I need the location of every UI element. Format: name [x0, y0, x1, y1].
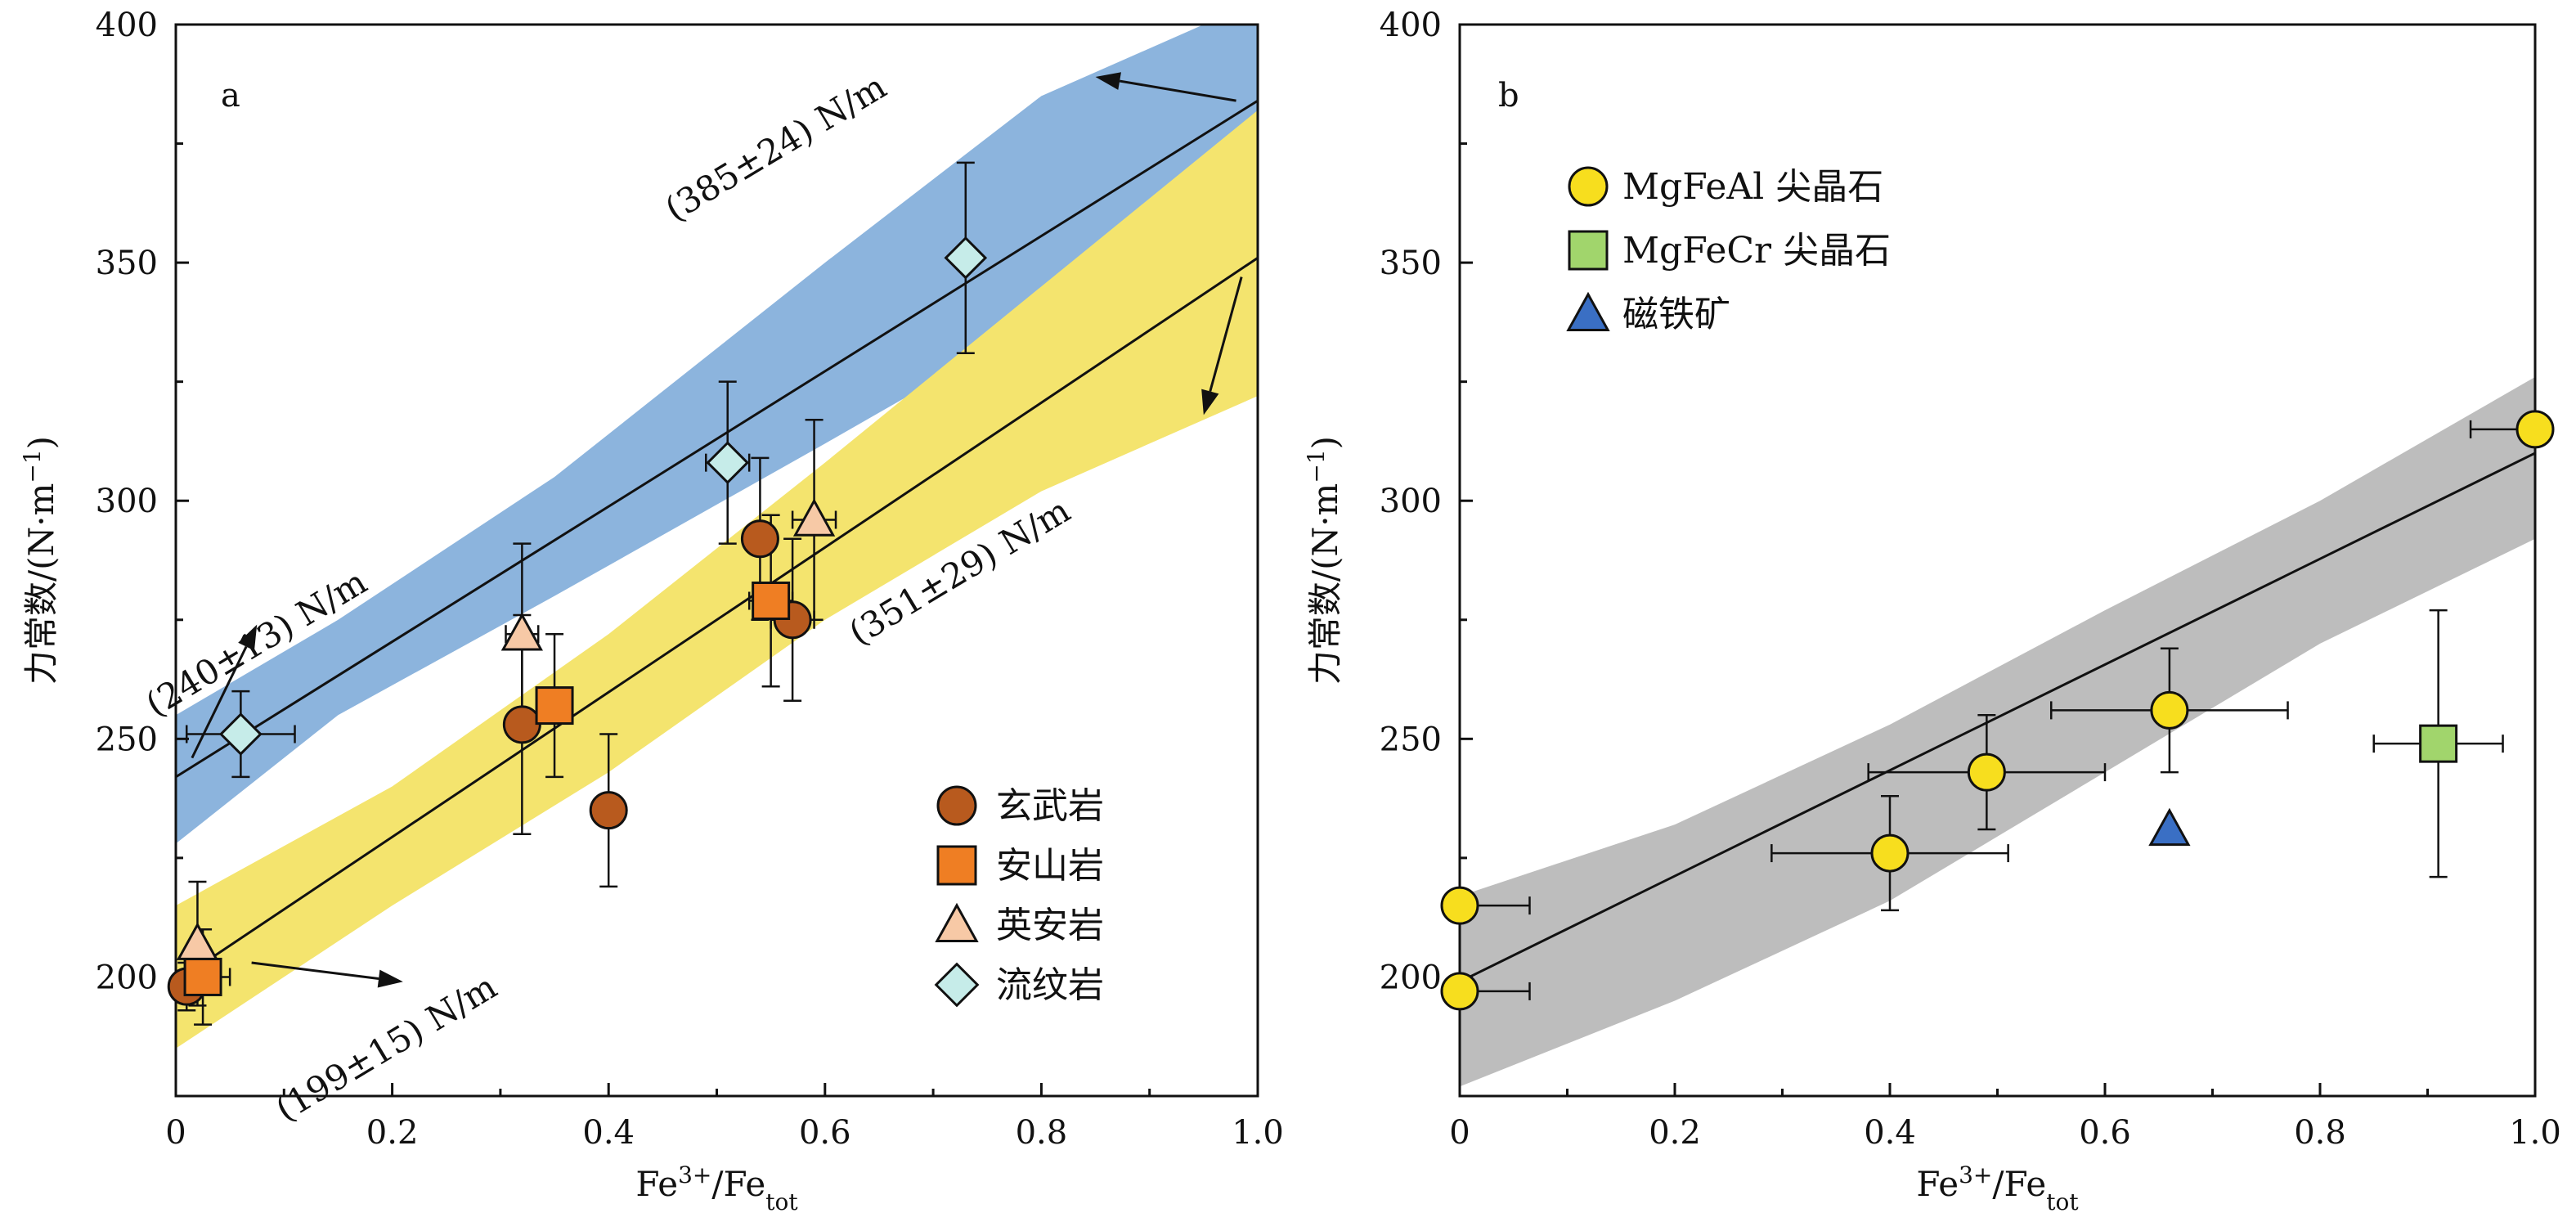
- fit-line: [176, 99, 1258, 779]
- legend-label: 玄武岩: [996, 785, 1104, 827]
- y-tick-label: 250: [96, 721, 158, 758]
- legend-marker: [936, 785, 977, 826]
- legend-marker: [934, 962, 980, 1008]
- y-tick-label: 200: [1380, 959, 1442, 996]
- data-point: [1967, 753, 2006, 792]
- data-point: [2419, 724, 2458, 763]
- legend-label: MgFeAl 尖晶石: [1622, 166, 1883, 208]
- panel-letter: a: [221, 77, 240, 115]
- arrow-shaft: [1119, 79, 1236, 102]
- arrow-head: [377, 969, 403, 988]
- data-point: [502, 705, 541, 744]
- data-point: [740, 519, 779, 559]
- legend-label: 流纹岩: [996, 964, 1104, 1006]
- fit-annotation: (385±24) N/m: [658, 66, 893, 229]
- panel-letter: b: [1498, 77, 1519, 115]
- x-tick-label: 0.2: [366, 1114, 419, 1152]
- data-point: [183, 957, 222, 996]
- fit-annotation: (199±15) N/m: [269, 966, 504, 1129]
- x-tick-label: 1.0: [2509, 1114, 2561, 1152]
- data-point: [792, 498, 836, 537]
- x-tick-label: 0.8: [2294, 1114, 2346, 1152]
- legend-marker: [936, 845, 977, 886]
- data-point: [1440, 886, 1479, 925]
- y-tick-label: 200: [96, 959, 158, 996]
- data-point: [219, 712, 263, 756]
- legend-marker: [1568, 166, 1609, 207]
- arrow-shaft: [1209, 276, 1243, 392]
- x-tick-label: 0: [1449, 1114, 1470, 1152]
- confidence-band: [176, 25, 1258, 844]
- legend-marker: [1568, 230, 1609, 271]
- data-point: [2148, 807, 2191, 847]
- y-tick-label: 400: [1380, 7, 1442, 44]
- x-tick-label: 0.6: [2079, 1114, 2131, 1152]
- arrow-shaft: [191, 645, 248, 759]
- x-tick-label: 0.6: [799, 1114, 851, 1152]
- y-tick-label: 300: [1380, 483, 1442, 520]
- fit-line: [176, 257, 1258, 983]
- legend-label: 英安岩: [996, 905, 1104, 946]
- y-tick-label: 250: [1380, 721, 1442, 758]
- x-axis-title: Fe3+/Fetot: [635, 1161, 798, 1213]
- y-axis-title: 力常数/(N·m−1): [1303, 436, 1346, 685]
- data-point: [944, 236, 988, 280]
- y-tick-label: 400: [96, 7, 158, 44]
- legend-label: 磁铁矿: [1622, 294, 1730, 335]
- y-tick-label: 300: [96, 483, 158, 520]
- legend-label: MgFeCr 尖晶石: [1622, 230, 1891, 272]
- data-point: [752, 581, 791, 620]
- panel-a: 0 0.2 0.4 0.6 0.8 1.0 200 250 300 350 400 Fe3+/Feto…: [19, 7, 1284, 1213]
- arrow-shaft: [251, 961, 379, 981]
- x-tick-label: 0.2: [1649, 1114, 1701, 1152]
- confidence-band: [176, 110, 1258, 1049]
- legend-marker: [935, 902, 979, 943]
- arrow-head: [1201, 389, 1219, 416]
- data-point: [2150, 690, 2189, 730]
- x-tick-label: 0.4: [1864, 1114, 1916, 1152]
- data-point: [500, 613, 544, 651]
- x-tick-label: 0: [165, 1114, 186, 1152]
- arrow-head: [238, 624, 258, 651]
- x-tick-label: 1.0: [1232, 1114, 1284, 1152]
- y-tick-label: 350: [1380, 245, 1442, 282]
- data-point: [1440, 972, 1479, 1011]
- data-point: [706, 441, 750, 484]
- legend-label: 安山岩: [996, 845, 1104, 887]
- fit-line: [1460, 452, 2535, 983]
- legend-marker: [1566, 291, 1610, 332]
- data-point: [1870, 833, 1910, 873]
- x-axis-title: Fe3+/Fetot: [1916, 1161, 2079, 1213]
- data-point: [2515, 410, 2555, 449]
- confidence-band: [1460, 376, 2535, 1087]
- y-tick-label: 350: [96, 245, 158, 282]
- y-axis-title: 力常数/(N·m−1): [19, 436, 62, 685]
- x-tick-label: 0.4: [582, 1114, 635, 1152]
- panel-b: 0 0.2 0.4 0.6 0.8 1.0 200 250 300 350 400 Fe3+/Feto…: [1303, 7, 2561, 1213]
- arrow-head: [1095, 72, 1121, 90]
- data-point: [535, 686, 574, 726]
- data-point: [176, 922, 219, 960]
- x-tick-label: 0.8: [1016, 1114, 1068, 1152]
- data-point: [589, 791, 628, 830]
